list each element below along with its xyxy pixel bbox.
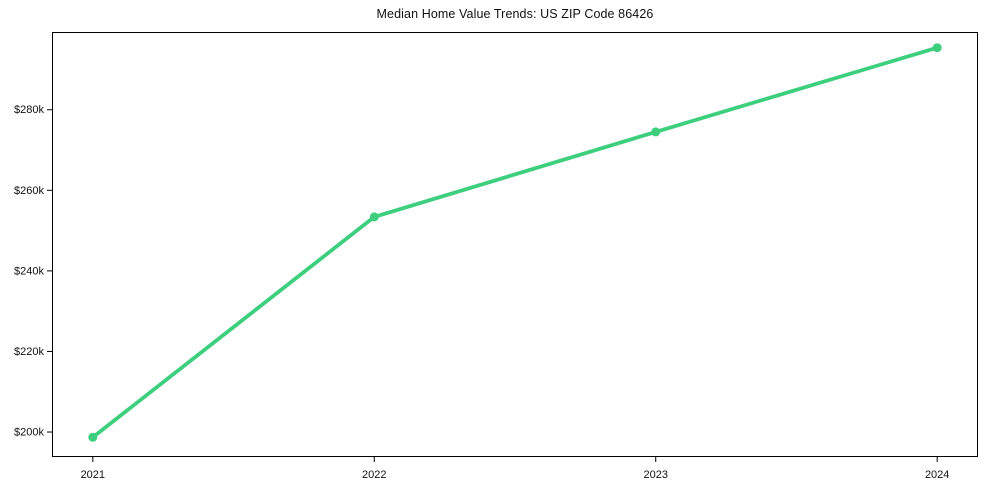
data-line [90,45,940,440]
y-tick-label: $200k [14,427,44,439]
chart-title: Median Home Value Trends: US ZIP Code 86… [376,7,654,21]
y-tick-label: $220k [14,346,44,358]
x-tick-label: 2023 [643,469,667,481]
x-tick-label: 2022 [362,469,386,481]
y-tick-label: $260k [14,185,44,197]
plot-border [52,32,978,457]
data-point [369,212,379,222]
y-tick-label: $280k [14,104,44,116]
x-tick-label: 2024 [925,469,949,481]
data-point [88,432,98,442]
data-point [651,127,661,137]
x-tick-label: 2021 [81,469,105,481]
y-tick-label: $240k [14,265,44,277]
data-point [932,43,942,53]
